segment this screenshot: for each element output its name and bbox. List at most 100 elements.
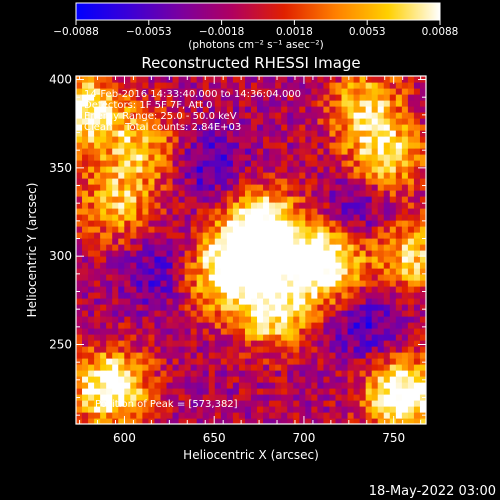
heatmap-cell — [269, 196, 276, 203]
heatmap-cell — [76, 190, 83, 197]
heatmap-cell — [401, 238, 409, 245]
heatmap-cell — [293, 358, 300, 365]
heatmap-cell — [251, 316, 258, 323]
heatmap-cell — [347, 220, 355, 227]
heatmap-cell — [112, 358, 119, 365]
heatmap-cell — [184, 130, 192, 137]
heatmap-cell — [323, 322, 331, 329]
heatmap-cell — [154, 178, 162, 185]
heatmap-cell — [323, 406, 331, 413]
heatmap-cell — [160, 148, 168, 155]
heatmap-cell — [287, 358, 294, 365]
heatmap-cell — [377, 160, 385, 167]
heatmap-cell — [184, 226, 192, 233]
heatmap-cell — [419, 310, 426, 317]
heatmap-cell — [251, 388, 258, 395]
heatmap-cell — [202, 358, 210, 365]
heatmap-cell — [311, 220, 318, 227]
heatmap-cell — [196, 376, 204, 383]
heatmap-cell — [347, 268, 355, 275]
heatmap-cell — [419, 328, 426, 335]
heatmap-cell — [323, 124, 331, 131]
heatmap-cell — [293, 346, 300, 353]
heatmap-cell — [329, 112, 337, 119]
annotation-energy-range: Energy Range: 25.0 - 50.0 keV — [84, 111, 237, 122]
heatmap-cell — [208, 388, 216, 395]
heatmap-cell — [401, 292, 409, 299]
heatmap-cell — [287, 166, 294, 173]
heatmap-cell — [142, 334, 150, 341]
heatmap-cell — [244, 328, 252, 335]
heatmap-cell — [335, 280, 343, 287]
heatmap-cell — [208, 382, 216, 389]
heatmap-cell — [335, 220, 343, 227]
heatmap-cell — [251, 310, 258, 317]
heatmap-cell — [335, 136, 343, 143]
heatmap-cell — [263, 256, 270, 263]
heatmap-cell — [106, 214, 113, 221]
heatmap-cell — [335, 388, 343, 395]
heatmap-cell — [226, 250, 234, 257]
heatmap-cell — [269, 316, 276, 323]
heatmap-cell — [305, 142, 312, 149]
heatmap-cell — [263, 352, 270, 359]
heatmap-cell — [269, 370, 276, 377]
heatmap-cell — [377, 232, 385, 239]
heatmap-cell — [94, 106, 101, 113]
heatmap-cell — [359, 340, 367, 347]
heatmap-cell — [419, 388, 426, 395]
heatmap-cell — [244, 94, 252, 101]
heatmap-cell — [311, 388, 318, 395]
heatmap-cell — [335, 292, 343, 299]
heatmap-cell — [82, 190, 89, 197]
heatmap-cell — [112, 352, 119, 359]
heatmap-cell — [226, 352, 234, 359]
heatmap-cell — [220, 106, 228, 113]
heatmap-cell — [263, 172, 270, 179]
heatmap-cell — [299, 214, 306, 221]
heatmap-cell — [263, 322, 270, 329]
heatmap-cell — [154, 358, 162, 365]
heatmap-cell — [365, 322, 373, 329]
heatmap-cell — [341, 244, 349, 251]
heatmap-cell — [389, 166, 397, 173]
heatmap-cell — [341, 292, 349, 299]
heatmap-cell — [287, 394, 294, 401]
heatmap-cell — [160, 184, 168, 191]
heatmap-cell — [281, 328, 288, 335]
heatmap-cell — [263, 106, 270, 113]
heatmap-cell — [263, 124, 270, 131]
heatmap-cell — [305, 310, 312, 317]
heatmap-cell — [335, 352, 343, 359]
heatmap-cell — [257, 418, 264, 424]
heatmap-cell — [172, 82, 180, 89]
heatmap-cell — [395, 232, 403, 239]
heatmap-cell — [94, 364, 101, 371]
heatmap-cell — [275, 304, 282, 311]
heatmap-cell — [359, 394, 367, 401]
heatmap-cell — [413, 286, 421, 293]
heatmap-cell — [124, 400, 131, 407]
heatmap-cell — [305, 88, 312, 95]
heatmap-cell — [413, 196, 421, 203]
heatmap-cell — [329, 124, 337, 131]
heatmap-cell — [389, 250, 397, 257]
heatmap-cell — [232, 172, 240, 179]
heatmap-cell — [172, 118, 180, 125]
heatmap-cell — [395, 376, 403, 383]
heatmap-cell — [353, 328, 361, 335]
heatmap-cell — [377, 94, 385, 101]
heatmap-cell — [407, 328, 415, 335]
heatmap-cell — [251, 226, 258, 233]
heatmap-cell — [347, 310, 355, 317]
heatmap-cell — [305, 322, 312, 329]
heatmap-cell — [196, 124, 204, 131]
heatmap-cell — [323, 148, 331, 155]
heatmap-cell — [112, 124, 119, 131]
heatmap-cell — [142, 196, 150, 203]
heatmap-cell — [100, 172, 107, 179]
heatmap-cell — [226, 172, 234, 179]
heatmap-cell — [184, 334, 192, 341]
heatmap-cell — [220, 208, 228, 215]
heatmap-cell — [82, 310, 89, 317]
